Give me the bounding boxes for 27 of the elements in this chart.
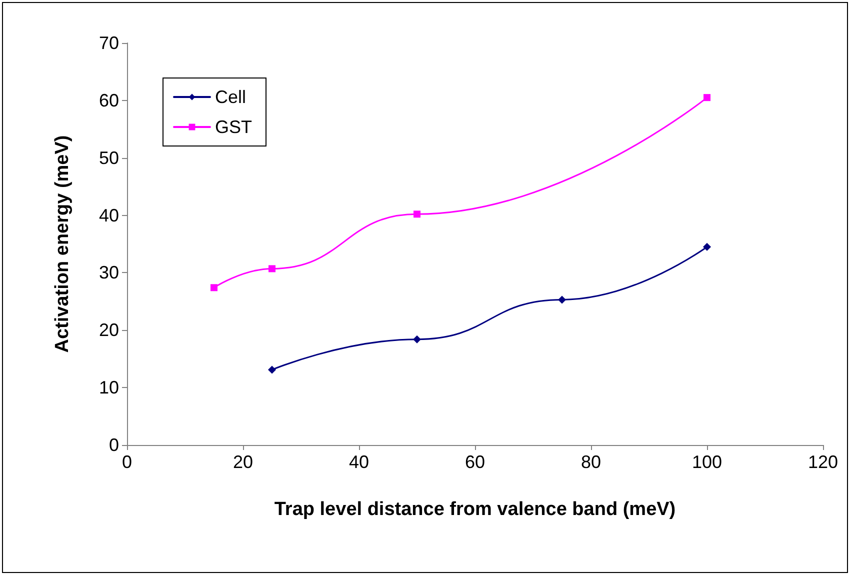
y-tick-label: 10: [98, 378, 119, 398]
point: [414, 210, 420, 218]
point: [210, 284, 218, 292]
y-tick-label: 50: [98, 148, 119, 168]
y-tick-label: 40: [98, 205, 119, 226]
x-tick-label: 40: [348, 452, 370, 472]
y-tick-label: 70: [98, 33, 119, 53]
point: [413, 335, 421, 344]
point: [703, 242, 711, 251]
point: [268, 265, 276, 272]
legend-label: Cell: [215, 87, 246, 107]
y-tick-label: 20: [98, 320, 119, 340]
point: [704, 94, 710, 102]
x-tick-label: 80: [580, 452, 602, 472]
y-tick-label: 30: [98, 262, 119, 283]
y-axis-title: Activation energy (meV): [52, 135, 73, 353]
point: [558, 296, 566, 304]
y-tick-label: 60: [98, 90, 119, 110]
x-tick-label: 0: [122, 452, 132, 472]
x-tick-label: 100: [692, 452, 722, 472]
x-tick-label: 60: [464, 452, 486, 472]
point: [268, 366, 276, 374]
legend-label: GST: [215, 117, 252, 137]
x-tick-label: 20: [232, 452, 254, 472]
x-tick-label: 120: [808, 452, 838, 472]
x-axis-title: Trap level distance from valence band (meV): [274, 499, 676, 520]
y-tick-label: 0: [108, 435, 119, 455]
